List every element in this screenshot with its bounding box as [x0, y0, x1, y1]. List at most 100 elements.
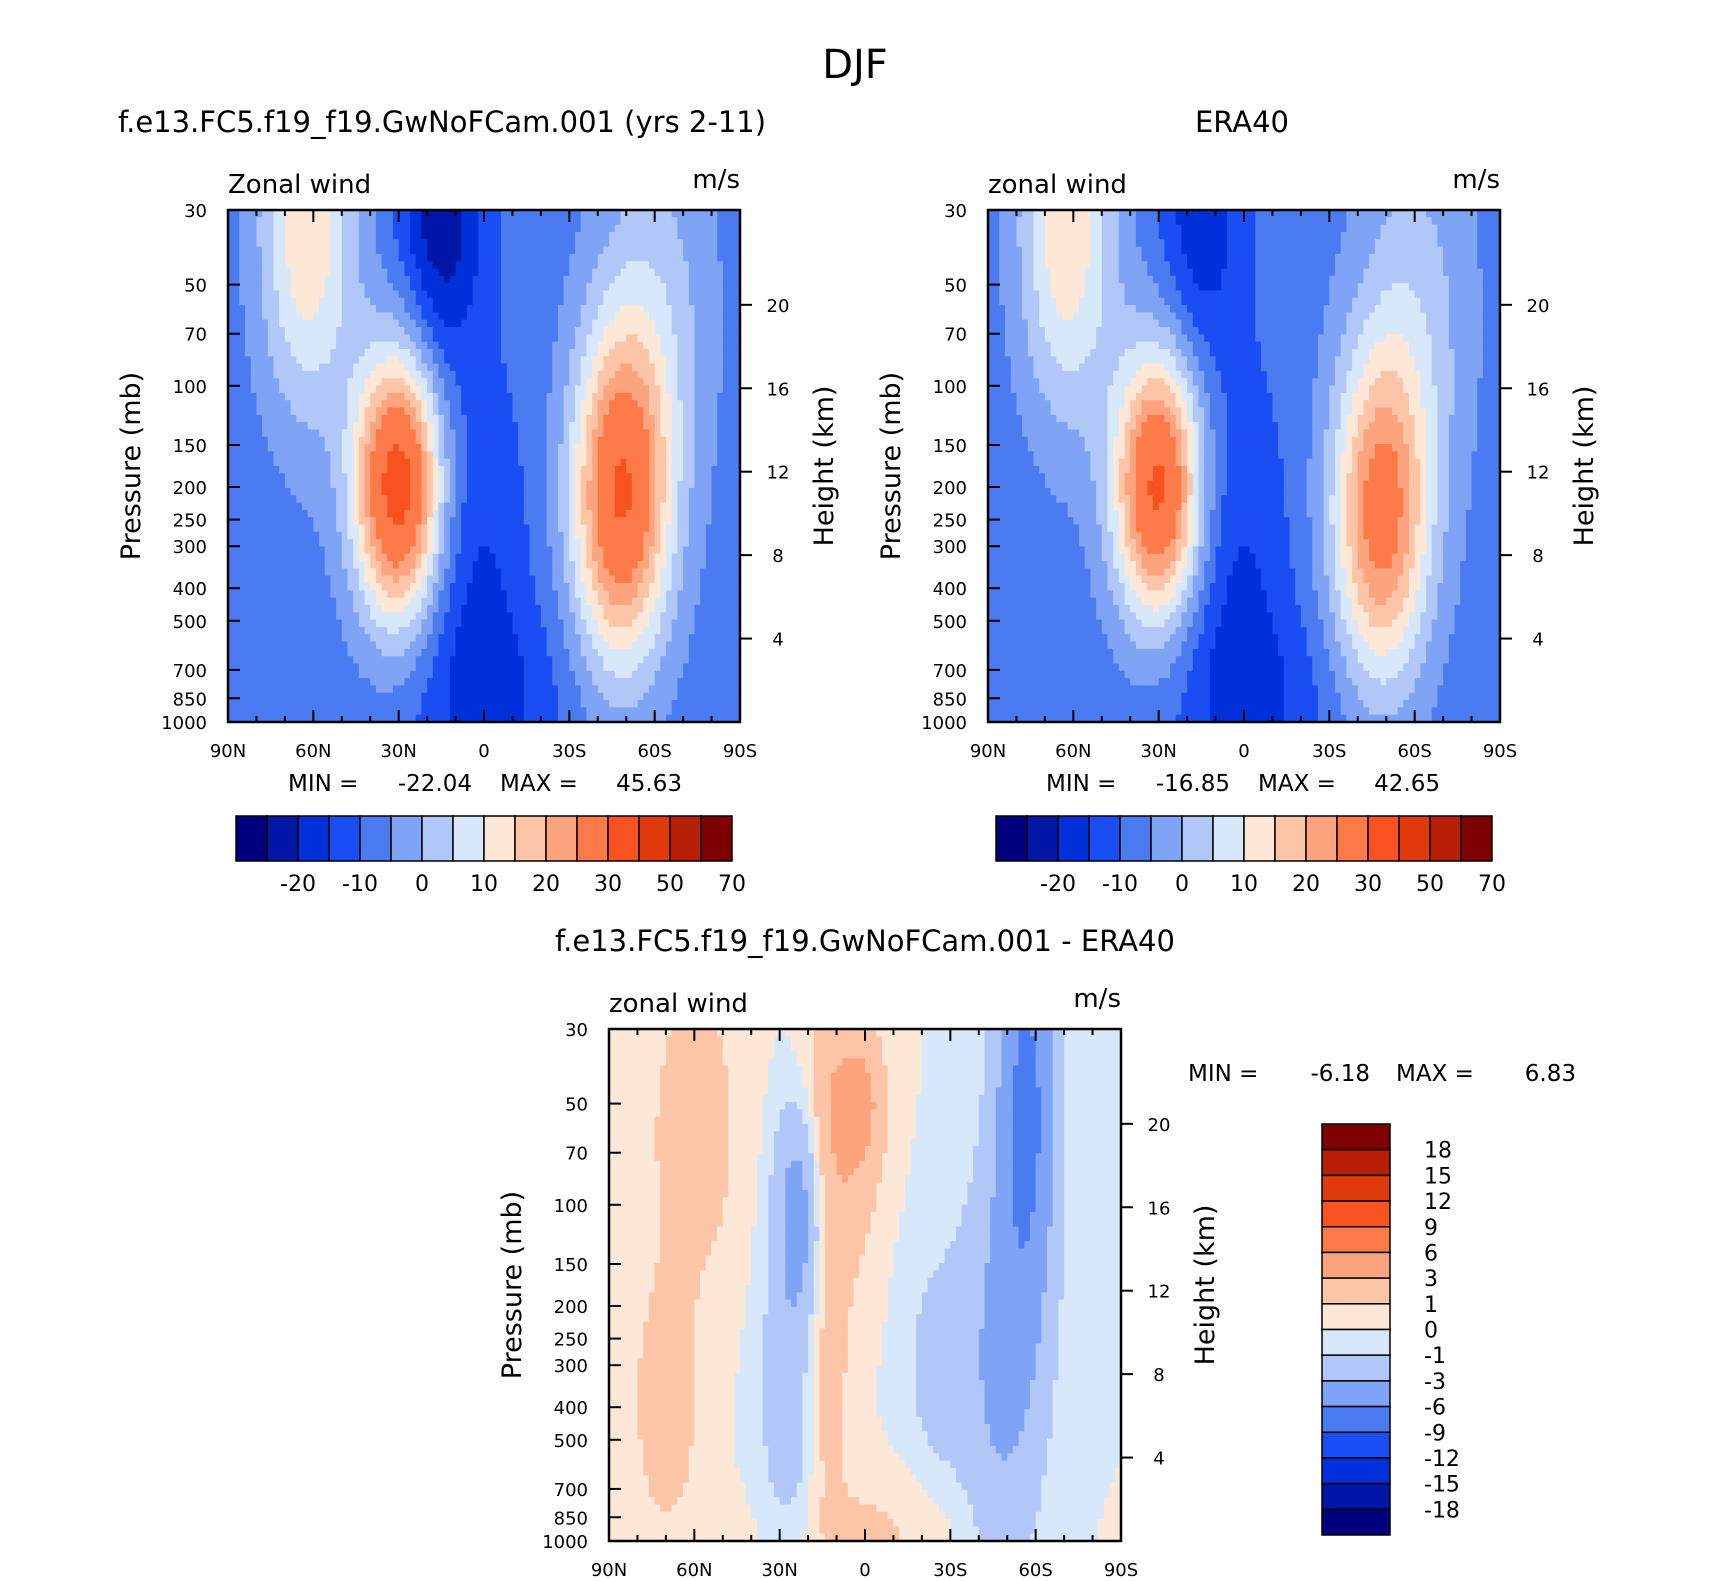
- contour-cell: [449, 283, 457, 292]
- contour-cell: [290, 268, 297, 277]
- contour-cell: [575, 429, 582, 438]
- contour-cell: [353, 436, 360, 445]
- contour-cell: [358, 634, 366, 643]
- contour-cell: [319, 678, 326, 687]
- contour-cell: [427, 414, 434, 423]
- contour-cell: [358, 400, 366, 409]
- contour-cell: [364, 663, 371, 672]
- contour-cell: [512, 224, 519, 233]
- contour-cell: [415, 363, 423, 372]
- contour-cell: [552, 517, 559, 526]
- contour-cell: [233, 341, 240, 350]
- contour-cell: [370, 290, 377, 299]
- contour-cell: [626, 553, 633, 562]
- contour-cell: [546, 539, 553, 548]
- contour-cell: [557, 312, 565, 321]
- contour-cell: [324, 619, 331, 628]
- contour-cell: [472, 436, 479, 445]
- contour-cell: [375, 626, 383, 635]
- contour-cell: [233, 539, 240, 548]
- contour-cell: [461, 648, 468, 657]
- contour-cell: [319, 707, 326, 716]
- contour-cell: [330, 619, 337, 628]
- contour-cell: [228, 348, 235, 357]
- contour-cell: [529, 641, 536, 650]
- contour-cell: [245, 458, 252, 467]
- contour-cell: [529, 268, 536, 277]
- contour-cell: [313, 678, 320, 687]
- contour-cell: [535, 502, 542, 511]
- contour-cell: [239, 378, 246, 387]
- contour-cell: [557, 253, 565, 262]
- contour-cell: [296, 487, 303, 496]
- contour-cell: [501, 458, 508, 467]
- contour-cell: [250, 553, 258, 562]
- contour-cell: [233, 707, 240, 716]
- contour-cell: [586, 436, 593, 445]
- contour-cell: [518, 261, 525, 270]
- contour-cell: [592, 312, 599, 321]
- contour-cell: [586, 231, 593, 240]
- contour-cell: [267, 692, 275, 701]
- contour-cell: [603, 524, 610, 533]
- contour-cell: [233, 210, 240, 218]
- contour-cell: [586, 319, 593, 328]
- contour-cell: [387, 370, 394, 379]
- contour-cell: [358, 422, 366, 431]
- contour-cell: [518, 612, 525, 621]
- contour-cell: [580, 707, 587, 716]
- contour-cell: [256, 634, 263, 643]
- contour-cell: [472, 583, 479, 591]
- contour-cell: [353, 561, 360, 569]
- contour-cell: [535, 319, 542, 328]
- contour-cell: [626, 429, 633, 438]
- contour-cell: [489, 568, 496, 577]
- contour-cell: [586, 261, 593, 270]
- contour-cell: [267, 575, 275, 584]
- contour-cell: [410, 319, 417, 328]
- contour-cell: [609, 217, 616, 226]
- contour-cell: [387, 619, 394, 628]
- contour-cell: [466, 597, 474, 606]
- contour-cell: [273, 553, 280, 562]
- contour-cell: [626, 370, 633, 379]
- contour-cell: [392, 253, 400, 262]
- contour-cell: [307, 290, 314, 299]
- contour-cell: [410, 217, 417, 226]
- contour-cell: [484, 604, 491, 613]
- contour-cell: [392, 509, 400, 518]
- contour-cell: [495, 575, 502, 584]
- contour-cell: [364, 487, 371, 496]
- contour-cell: [535, 670, 542, 679]
- contour-cell: [569, 268, 576, 277]
- contour-cell: [592, 458, 599, 467]
- contour-cell: [478, 509, 485, 518]
- contour-cell: [614, 370, 622, 379]
- contour-cell: [626, 604, 633, 613]
- contour-cell: [250, 487, 258, 496]
- contour-cell: [245, 429, 252, 438]
- contour-cell: [472, 590, 479, 599]
- contour-cell: [427, 319, 434, 328]
- contour-cell: [444, 575, 451, 584]
- contour-cell: [256, 312, 263, 321]
- contour-cell: [597, 539, 605, 548]
- contour-cell: [484, 458, 491, 467]
- contour-cell: [461, 312, 468, 321]
- main-title: DJF: [822, 42, 888, 88]
- contour-cell: [540, 327, 548, 335]
- contour-cell: [489, 348, 496, 357]
- contour-cell: [455, 312, 462, 321]
- contour-cell: [614, 334, 622, 343]
- contour-cell: [466, 583, 474, 591]
- contour-cell: [415, 480, 423, 489]
- contour-cell: [597, 656, 605, 665]
- contour-cell: [620, 575, 627, 584]
- contour-cell: [597, 502, 605, 511]
- contour-cell: [455, 656, 462, 665]
- contour-cell: [546, 670, 553, 679]
- contour-cell: [273, 451, 280, 460]
- contour-cell: [495, 561, 502, 569]
- contour-cell: [444, 356, 451, 365]
- contour-cell: [313, 670, 320, 679]
